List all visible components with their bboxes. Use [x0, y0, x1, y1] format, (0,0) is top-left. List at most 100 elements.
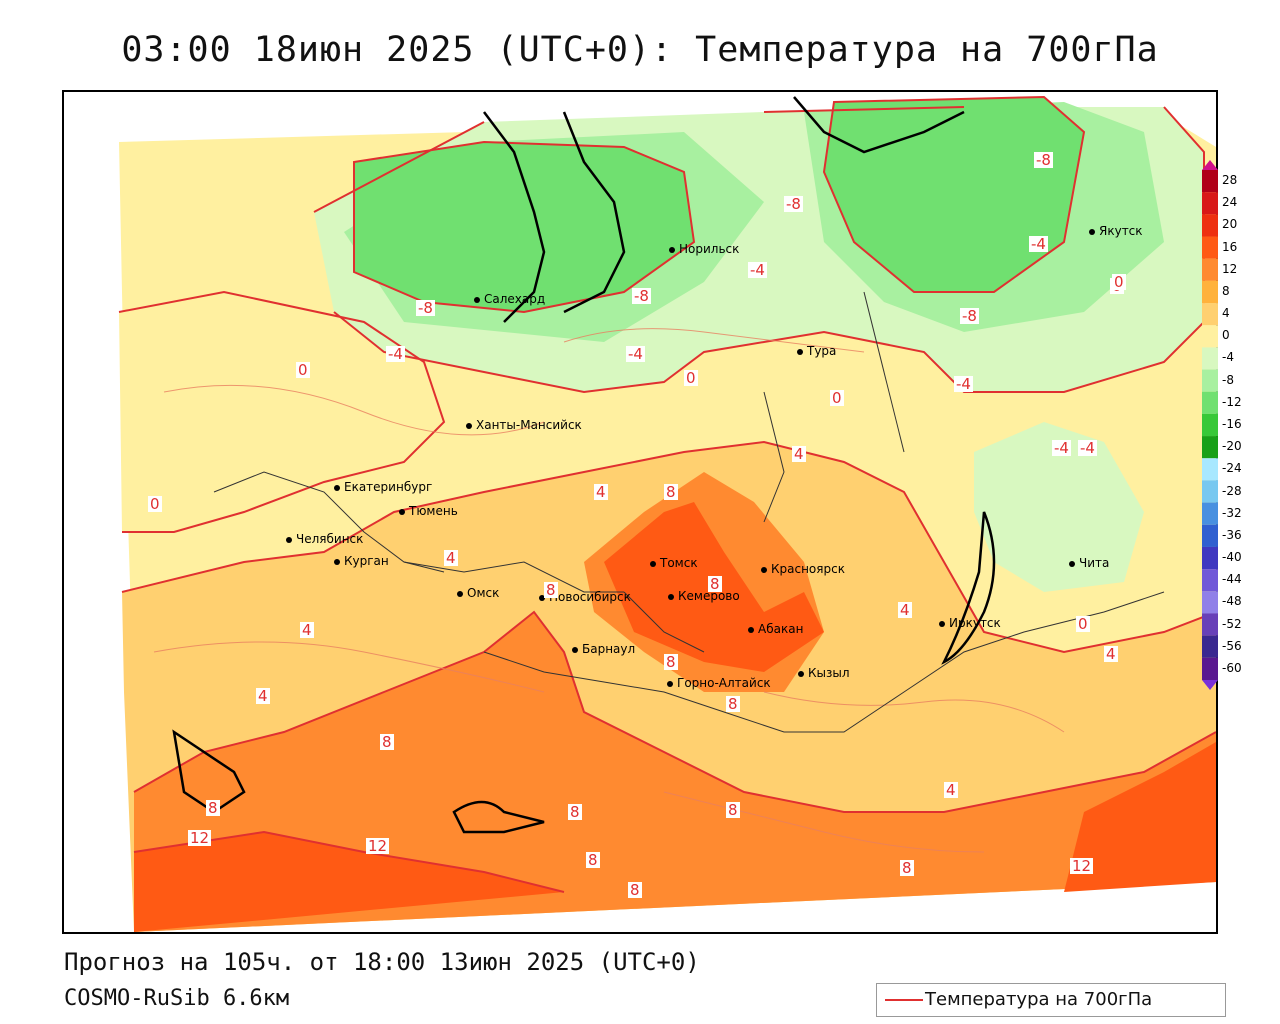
colorbar: [1202, 160, 1218, 690]
city-norilsk: Норильск: [669, 242, 739, 256]
legend-label: Температура на 700гПа: [925, 989, 1153, 1010]
colorbar-cell: [1202, 369, 1218, 392]
colorbar-tick-label: -52: [1222, 616, 1242, 631]
city-gorno-altaysk: Горно-Алтайск: [667, 676, 771, 690]
isotherm-label: 4: [444, 549, 458, 567]
isotherm-label: 8: [664, 483, 678, 501]
model-name: COSMO-RuSib 6.6км: [64, 986, 290, 1011]
colorbar-tick-label: 24: [1222, 195, 1238, 210]
colorbar-cell: [1202, 347, 1218, 370]
forecast-info: Прогноз на 105ч. от 18:00 13июн 2025 (UT…: [64, 948, 700, 976]
field-chita-green: [974, 422, 1144, 592]
colorbar-tick-label: -20: [1222, 439, 1242, 454]
colorbar-cell: [1202, 325, 1218, 348]
legend-line-swatch: [885, 999, 923, 1001]
yamal-coast: [483, 111, 546, 323]
colorbar-tick-label: -16: [1222, 417, 1242, 431]
city-omsk: Омск: [457, 586, 499, 600]
isotherm-label: -8: [784, 195, 803, 213]
baikal-lake: [941, 511, 996, 665]
city-kemerovo: Кемерово: [668, 589, 740, 603]
field-8-12: [134, 612, 1216, 932]
colorbar-cell: [1202, 458, 1218, 481]
isotherm-label: 12: [188, 829, 212, 847]
map-title: 03:00 18июн 2025 (UTC+0): Температура на…: [121, 30, 1159, 70]
isotherm-label: 12: [1070, 857, 1094, 875]
colorbar-tick-label: -60: [1222, 660, 1242, 675]
balkhash-lake: [452, 800, 545, 834]
isotherm-label: 8: [544, 581, 558, 599]
minor-isolines: [153, 328, 1065, 853]
map-fields: [118, 95, 1216, 932]
isotherm-label: 8: [586, 851, 600, 869]
colorbar-cell: [1202, 391, 1218, 414]
isotherm-label: 8: [900, 859, 914, 877]
colorbar-tick-label: -44: [1222, 572, 1242, 587]
colorbar-tick-label: -24: [1222, 461, 1242, 476]
isotherm-label: -4: [1029, 235, 1048, 253]
isotherm-label: 8: [708, 575, 722, 593]
colorbar-tick-label: -12: [1222, 394, 1242, 409]
coastlines: [172, 96, 996, 834]
colorbar-cell: [1202, 657, 1218, 680]
colorbar-cell: [1202, 524, 1218, 547]
isotherm-label: -8: [416, 299, 435, 317]
colorbar-tick-label: -48: [1222, 594, 1242, 609]
city-krasnoyarsk: Красноярск: [761, 562, 845, 576]
isotherm-label: -4: [386, 345, 405, 363]
city-tomsk: Томск: [650, 556, 698, 570]
isotherm-label: 8: [380, 733, 394, 751]
colorbar-tick-label: 0: [1222, 328, 1230, 343]
colorbar-cell: [1202, 236, 1218, 259]
caspian-north: [172, 729, 246, 814]
colorbar-tick-label: -28: [1222, 483, 1242, 498]
isotherm-label: 0: [148, 495, 162, 513]
isotherm-label: 4: [944, 781, 958, 799]
field-below-minus8-east: [824, 97, 1084, 292]
colorbar-tick-label: -32: [1222, 505, 1242, 520]
colorbar-cell: [1202, 569, 1218, 592]
isotherm-label: 8: [568, 803, 582, 821]
city-kurgan: Курган: [334, 554, 389, 568]
colorbar-cell: [1202, 480, 1218, 503]
field-below-minus8: [354, 142, 694, 312]
colorbar-cell: [1202, 170, 1218, 193]
colorbar-tick-label: 16: [1222, 239, 1238, 254]
isotherm-label: 0: [1076, 615, 1090, 633]
city-irkutsk: Иркутск: [939, 616, 1001, 630]
city-chita: Чита: [1069, 556, 1109, 570]
colorbar-tick-label: 28: [1222, 173, 1238, 188]
colorbar-tick-label: 20: [1222, 217, 1238, 232]
isotherm-label: 0: [1112, 273, 1126, 291]
temperature-map: Салехард Норильск Якутск Тура Ханты-Манс…: [62, 90, 1218, 934]
city-novosibirsk: Новосибирск: [539, 590, 631, 604]
isotherm-label: -4: [954, 375, 973, 393]
isotherm-label: 8: [628, 881, 642, 899]
field-above-12-east: [1064, 742, 1216, 892]
city-salekhard: Салехард: [474, 292, 545, 306]
legend: Температура на 700гПа: [876, 983, 1226, 1017]
isotherm-8: [133, 610, 1216, 813]
isotherm-label: 4: [898, 601, 912, 619]
isotherm-label: 8: [664, 653, 678, 671]
isotherm-label: 4: [300, 621, 314, 639]
field-above-12: [134, 832, 564, 932]
colorbar-tick-label: -56: [1222, 638, 1242, 653]
colorbar-cell: [1202, 280, 1218, 304]
colorbar-tick-label: -36: [1222, 527, 1242, 542]
isotherm-label: -4: [748, 261, 767, 279]
gydan-coast: [562, 111, 626, 314]
isotherm-label: 8: [206, 799, 220, 817]
colorbar-tick-label: -40: [1222, 550, 1242, 565]
admin-borders: [213, 291, 1165, 733]
isotherm-label: -4: [1052, 439, 1071, 457]
isotherm-minus8: [353, 140, 696, 314]
colorbar-cell: [1202, 502, 1218, 525]
colorbar-cell: [1202, 214, 1218, 237]
colorbar-cell: [1202, 591, 1218, 614]
colorbar-tick-label: -4: [1222, 350, 1234, 365]
colorbar-min-arrow: [1202, 680, 1218, 690]
colorbar-tick-label: 12: [1222, 261, 1238, 276]
colorbar-tick-label: 8: [1222, 283, 1230, 298]
colorbar-max-arrow: [1202, 160, 1218, 170]
